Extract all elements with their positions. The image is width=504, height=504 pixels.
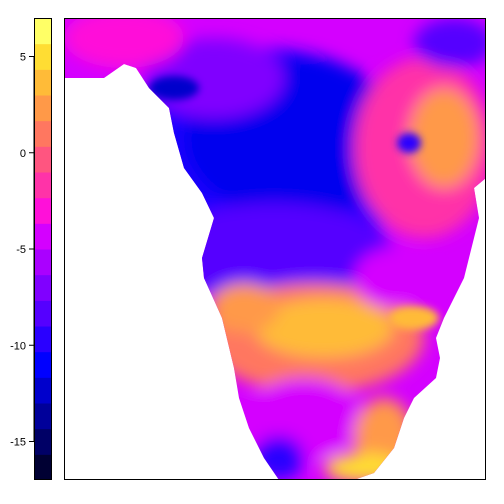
- legend-swatch: [34, 69, 52, 96]
- legend-swatch: [34, 274, 52, 301]
- legend-swatch: [34, 95, 52, 122]
- legend-tick-label: -15: [10, 437, 26, 449]
- legend-swatch: [34, 300, 52, 327]
- legend-swatch: [34, 120, 52, 147]
- legend-swatch: [34, 172, 52, 199]
- legend-tick-label: -10: [10, 340, 26, 352]
- legend-axis: 5 0 -5 -10 -15: [10, 52, 34, 449]
- legend-tick-label: 0: [20, 148, 26, 160]
- raster-map: [64, 18, 486, 480]
- legend-swatch: [34, 146, 52, 173]
- legend-swatch: [34, 454, 52, 480]
- legend-swatch: [34, 249, 52, 276]
- map-frame: [64, 18, 486, 480]
- legend-tick-label: -5: [16, 244, 26, 256]
- legend-swatch: [34, 403, 52, 430]
- legend-swatch: [34, 43, 52, 70]
- legend-frame: [34, 18, 52, 480]
- color-legend-bar: [34, 18, 52, 480]
- legend-swatch: [34, 223, 52, 250]
- legend-tick-label: 5: [20, 52, 26, 64]
- legend-swatch: [34, 351, 52, 378]
- legend-swatch: [34, 428, 52, 455]
- legend-swatch: [34, 197, 52, 224]
- legend-swatch: [34, 18, 52, 45]
- legend-swatch: [34, 377, 52, 404]
- legend-swatch: [34, 326, 52, 353]
